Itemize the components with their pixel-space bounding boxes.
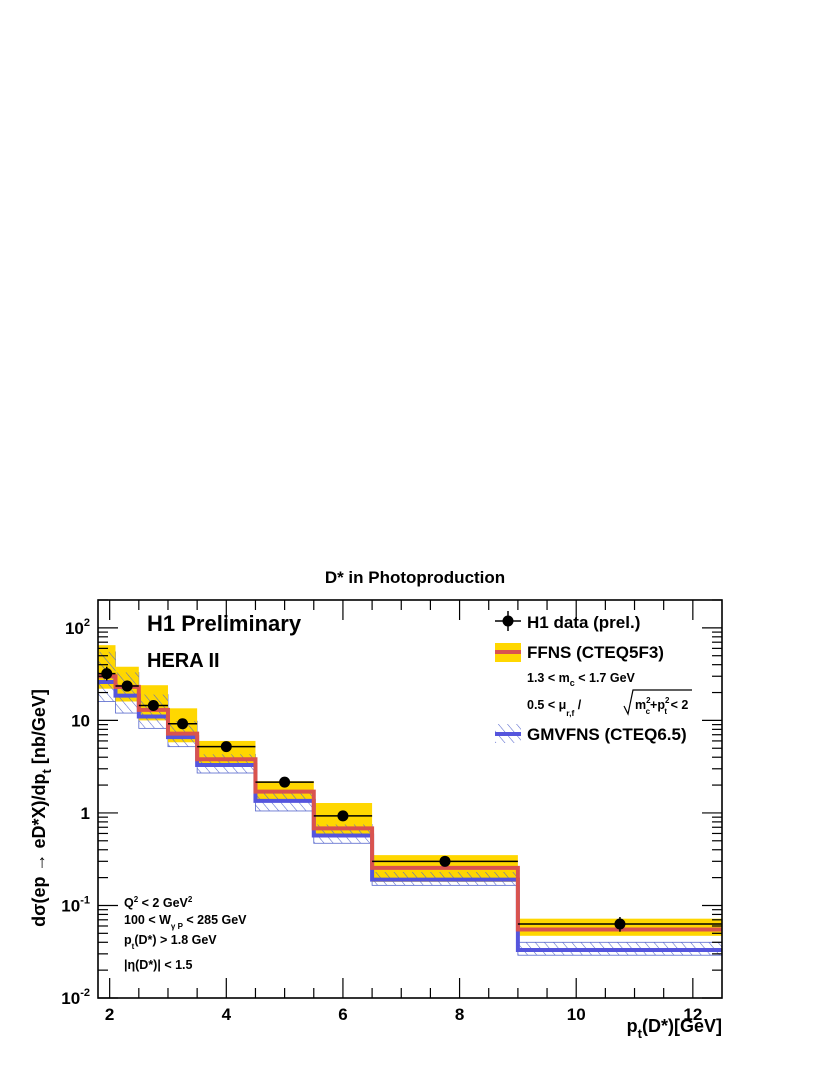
data-point <box>279 776 291 788</box>
eta-cut-label: |η(D*)| < 1.5 <box>124 958 193 972</box>
chart-title: D* in Photoproduction <box>325 568 505 587</box>
y-axis-label: dσ(ep → eD*X)/dpt [nb/GeV] <box>29 689 54 927</box>
legend-gmvfns-swatch <box>495 724 521 743</box>
axes: 10-2 10-1 1 10 102 2 4 6 8 10 12 <box>61 599 722 1024</box>
x-tick-label: 12 <box>683 1005 702 1024</box>
y-tick-label: 102 <box>65 617 90 638</box>
ffns-line <box>98 674 722 932</box>
band-overlap <box>372 871 518 882</box>
legend-ffns-label: FFNS (CTEQ5F3) <box>527 643 664 662</box>
svg-text:m2c+p2t < 2: m2 c+p2 t < 2 <box>635 696 688 716</box>
x-axis-label: pt(D*)[GeV] <box>627 1016 722 1041</box>
gmvfns-line <box>98 679 722 953</box>
data-point <box>101 668 113 680</box>
prediction-lines <box>98 674 722 953</box>
data-point <box>121 680 133 692</box>
legend-ffns-swatch <box>495 643 521 662</box>
data-point <box>147 699 159 711</box>
w-range-label: 100 < Wγ P < 285 GeV <box>124 913 247 931</box>
legend-data-label: H1 data (prel.) <box>527 613 640 632</box>
svg-text:0.5 < μr,f /: 0.5 < μr,f / <box>527 698 582 718</box>
data-point <box>614 918 626 930</box>
x-tick-label: 6 <box>338 1005 347 1024</box>
q2-cut-label: Q2 < 2 GeV2 <box>124 895 193 910</box>
x-tick-label: 8 <box>455 1005 464 1024</box>
hera-label: HERA II <box>147 650 220 672</box>
pt-cut-label: pt(D*) > 1.8 GeV <box>124 933 217 951</box>
band-overlap <box>255 791 314 803</box>
y-tick-label: 1 <box>81 804 90 823</box>
plot-frame <box>97 599 723 999</box>
legend: H1 data (prel.) FFNS (CTEQ5F3) GMVFNS (C… <box>495 611 687 744</box>
x-tick-label: 4 <box>222 1005 232 1024</box>
x-tick-label: 10 <box>567 1005 586 1024</box>
data-point <box>439 855 451 867</box>
data-point <box>337 810 349 822</box>
legend-data-marker <box>495 611 521 631</box>
y-tick-label: 10-1 <box>61 894 90 915</box>
legend-gmvfns-label: GMVFNS (CTEQ6.5) <box>527 725 687 744</box>
y-tick-label: 10-2 <box>61 987 90 1008</box>
mu-range-label: 0.5 < μr,f / m2 c+p2 t < 2 <box>527 689 692 718</box>
data-points <box>98 666 722 932</box>
h1-preliminary-label: H1 Preliminary <box>147 611 302 636</box>
x-tick-label: 2 <box>105 1005 114 1024</box>
mc-range-label: 1.3 < mc < 1.7 GeV <box>527 671 636 688</box>
data-point <box>177 718 189 730</box>
data-point <box>220 741 232 753</box>
sqrt-symbol <box>623 689 692 716</box>
uncertainty-bands <box>97 645 723 956</box>
y-tick-label: 10 <box>71 711 90 730</box>
